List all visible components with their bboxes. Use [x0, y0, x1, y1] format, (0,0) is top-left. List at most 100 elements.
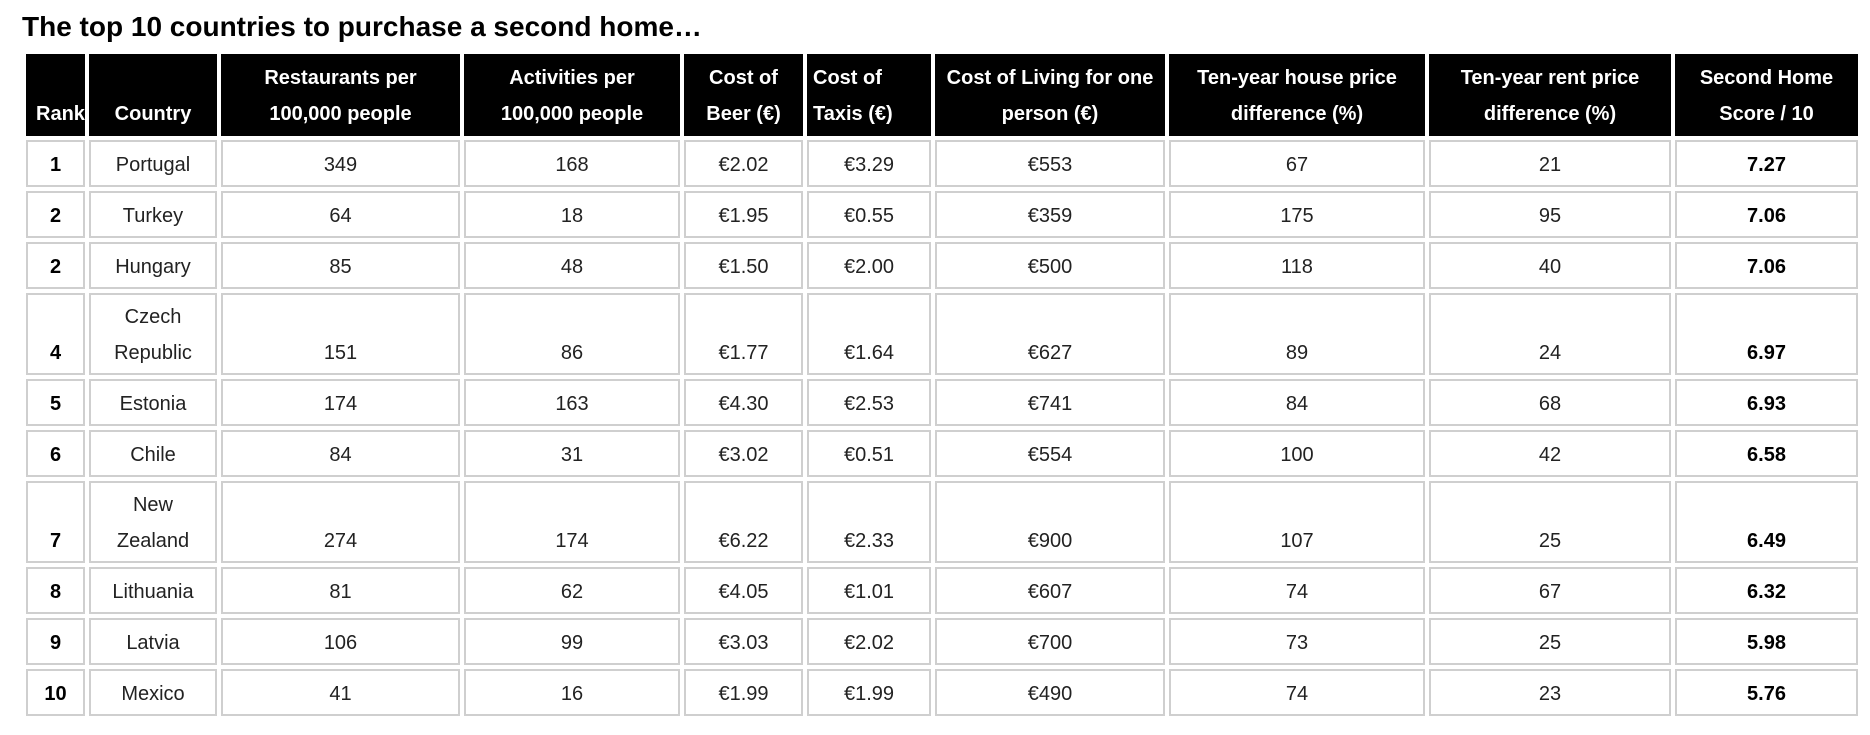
taxi-cost-cell: €0.55: [807, 191, 931, 238]
rent-price-diff-cell: 24: [1429, 293, 1671, 375]
rank-cell: 1: [26, 140, 85, 187]
beer-cost-cell: €6.22: [684, 481, 803, 563]
score-cell: 7.27: [1675, 140, 1858, 187]
country-cell: Latvia: [89, 618, 217, 665]
country-cell: New Zealand: [89, 481, 217, 563]
house-price-diff-cell: 175: [1169, 191, 1425, 238]
beer-cost-cell: €4.05: [684, 567, 803, 614]
table-row: 9 Latvia 106 99 €3.03 €2.02 €700 73 25 5…: [26, 618, 1858, 665]
rent-price-diff-cell: 25: [1429, 618, 1671, 665]
header-row: Rank Country Restaurants per 100,000 peo…: [26, 54, 1858, 136]
taxi-cost-cell: €2.00: [807, 242, 931, 289]
beer-cost-cell: €1.77: [684, 293, 803, 375]
header-restaurants: Restaurants per 100,000 people: [221, 54, 460, 136]
header-taxi-cost: Cost of Taxis (€): [807, 54, 931, 136]
rent-price-diff-cell: 25: [1429, 481, 1671, 563]
score-cell: 6.49: [1675, 481, 1858, 563]
cost-of-living-cell: €500: [935, 242, 1165, 289]
house-price-diff-cell: 74: [1169, 567, 1425, 614]
activities-cell: 99: [464, 618, 680, 665]
restaurants-cell: 151: [221, 293, 460, 375]
table-row: 7 New Zealand 274 174 €6.22 €2.33 €900 1…: [26, 481, 1858, 563]
header-country: Country: [89, 54, 217, 136]
taxi-cost-cell: €2.02: [807, 618, 931, 665]
house-price-diff-cell: 73: [1169, 618, 1425, 665]
beer-cost-cell: €1.50: [684, 242, 803, 289]
taxi-cost-cell: €1.01: [807, 567, 931, 614]
table-row: 8 Lithuania 81 62 €4.05 €1.01 €607 74 67…: [26, 567, 1858, 614]
header-second-home-score: Second Home Score / 10: [1675, 54, 1858, 136]
taxi-cost-cell: €0.51: [807, 430, 931, 477]
beer-cost-cell: €2.02: [684, 140, 803, 187]
house-price-diff-cell: 118: [1169, 242, 1425, 289]
rank-cell: 5: [26, 379, 85, 426]
header-house-price-diff: Ten-year house price difference (%): [1169, 54, 1425, 136]
country-cell: Portugal: [89, 140, 217, 187]
table-row: 5 Estonia 174 163 €4.30 €2.53 €741 84 68…: [26, 379, 1858, 426]
activities-cell: 18: [464, 191, 680, 238]
header-rent-price-diff: Ten-year rent price difference (%): [1429, 54, 1671, 136]
score-cell: 5.98: [1675, 618, 1858, 665]
header-cost-of-living: Cost of Living for one person (€): [935, 54, 1165, 136]
taxi-cost-cell: €2.53: [807, 379, 931, 426]
restaurants-cell: 174: [221, 379, 460, 426]
rent-price-diff-cell: 21: [1429, 140, 1671, 187]
cost-of-living-cell: €741: [935, 379, 1165, 426]
countries-table: Rank Country Restaurants per 100,000 peo…: [22, 50, 1862, 720]
restaurants-cell: 349: [221, 140, 460, 187]
beer-cost-cell: €3.03: [684, 618, 803, 665]
rank-cell: 9: [26, 618, 85, 665]
rent-price-diff-cell: 40: [1429, 242, 1671, 289]
rent-price-diff-cell: 42: [1429, 430, 1671, 477]
table-row: 2 Turkey 64 18 €1.95 €0.55 €359 175 95 7…: [26, 191, 1858, 238]
header-beer-cost: Cost of Beer (€): [684, 54, 803, 136]
beer-cost-cell: €1.95: [684, 191, 803, 238]
country-cell: Turkey: [89, 191, 217, 238]
country-cell: Mexico: [89, 669, 217, 716]
activities-cell: 48: [464, 242, 680, 289]
score-cell: 7.06: [1675, 242, 1858, 289]
rank-cell: 2: [26, 242, 85, 289]
activities-cell: 16: [464, 669, 680, 716]
restaurants-cell: 64: [221, 191, 460, 238]
beer-cost-cell: €4.30: [684, 379, 803, 426]
header-activities: Activities per 100,000 people: [464, 54, 680, 136]
rank-cell: 10: [26, 669, 85, 716]
activities-cell: 62: [464, 567, 680, 614]
activities-cell: 31: [464, 430, 680, 477]
score-cell: 6.97: [1675, 293, 1858, 375]
cost-of-living-cell: €490: [935, 669, 1165, 716]
table-row: 2 Hungary 85 48 €1.50 €2.00 €500 118 40 …: [26, 242, 1858, 289]
restaurants-cell: 84: [221, 430, 460, 477]
restaurants-cell: 106: [221, 618, 460, 665]
rent-price-diff-cell: 68: [1429, 379, 1671, 426]
cost-of-living-cell: €359: [935, 191, 1165, 238]
activities-cell: 174: [464, 481, 680, 563]
beer-cost-cell: €1.99: [684, 669, 803, 716]
page-title: The top 10 countries to purchase a secon…: [22, 11, 702, 42]
rank-cell: 4: [26, 293, 85, 375]
taxi-cost-cell: €2.33: [807, 481, 931, 563]
country-cell: Hungary: [89, 242, 217, 289]
country-cell: Chile: [89, 430, 217, 477]
activities-cell: 163: [464, 379, 680, 426]
score-cell: 6.93: [1675, 379, 1858, 426]
taxi-cost-cell: €1.99: [807, 669, 931, 716]
cost-of-living-cell: €900: [935, 481, 1165, 563]
rank-cell: 7: [26, 481, 85, 563]
cost-of-living-cell: €607: [935, 567, 1165, 614]
house-price-diff-cell: 74: [1169, 669, 1425, 716]
table-row: 1 Portugal 349 168 €2.02 €3.29 €553 67 2…: [26, 140, 1858, 187]
activities-cell: 168: [464, 140, 680, 187]
table-row: 10 Mexico 41 16 €1.99 €1.99 €490 74 23 5…: [26, 669, 1858, 716]
table-row: 6 Chile 84 31 €3.02 €0.51 €554 100 42 6.…: [26, 430, 1858, 477]
country-cell: Lithuania: [89, 567, 217, 614]
country-cell: Czech Republic: [89, 293, 217, 375]
score-cell: 6.58: [1675, 430, 1858, 477]
country-cell: Estonia: [89, 379, 217, 426]
table-row: 4 Czech Republic 151 86 €1.77 €1.64 €627…: [26, 293, 1858, 375]
score-cell: 5.76: [1675, 669, 1858, 716]
cost-of-living-cell: €700: [935, 618, 1165, 665]
house-price-diff-cell: 107: [1169, 481, 1425, 563]
score-cell: 6.32: [1675, 567, 1858, 614]
